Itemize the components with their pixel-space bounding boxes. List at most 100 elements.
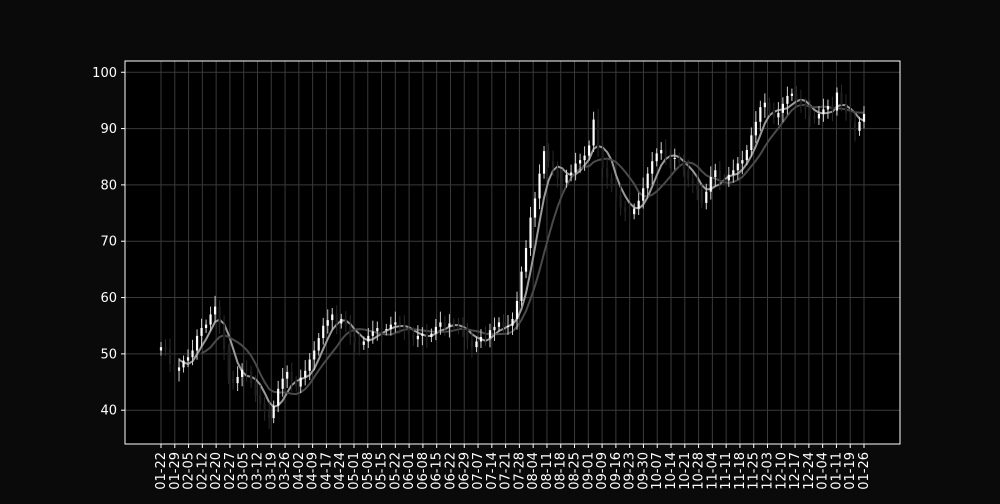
candle-body bbox=[353, 336, 356, 343]
x-tick-label: 03-19 bbox=[264, 452, 279, 490]
x-tick-label: 10-28 bbox=[692, 452, 707, 490]
x-tick-label: 08-18 bbox=[554, 452, 569, 490]
x-tick-label: 03-26 bbox=[278, 452, 293, 490]
candle-body bbox=[768, 102, 771, 111]
candle-body bbox=[673, 157, 676, 160]
candle-body bbox=[682, 162, 685, 171]
candle-body bbox=[457, 325, 460, 328]
x-tick-label: 02-20 bbox=[209, 452, 224, 490]
x-tick-label: 04-17 bbox=[319, 452, 334, 490]
x-tick-label: 06-15 bbox=[430, 452, 445, 490]
candle-body bbox=[808, 109, 812, 117]
candle-body bbox=[822, 109, 825, 114]
candle-body bbox=[322, 325, 325, 339]
candle-body bbox=[502, 322, 505, 327]
candle-body bbox=[678, 157, 681, 163]
x-tick-label: 10-07 bbox=[650, 452, 665, 490]
x-tick-label: 06-08 bbox=[416, 452, 431, 490]
candle-body bbox=[376, 327, 379, 332]
x-tick-label: 06-22 bbox=[443, 452, 458, 490]
candle-body bbox=[227, 349, 230, 379]
candle-body bbox=[461, 327, 465, 330]
candle-body bbox=[547, 151, 550, 162]
candle-body bbox=[642, 188, 645, 201]
candle-body bbox=[394, 322, 397, 325]
candle-body bbox=[831, 106, 834, 111]
candle-body bbox=[236, 376, 239, 384]
candle-body bbox=[204, 324, 208, 328]
candle-body bbox=[551, 161, 555, 169]
candle-body bbox=[385, 329, 388, 331]
x-tick-label: 06-29 bbox=[457, 452, 472, 490]
x-tick-label: 12-24 bbox=[802, 452, 817, 490]
candle-body bbox=[515, 300, 519, 319]
candle-body bbox=[624, 207, 627, 212]
candle-body bbox=[506, 325, 510, 327]
candle-body bbox=[493, 326, 496, 331]
candle-body bbox=[272, 405, 275, 419]
candle-body bbox=[209, 314, 212, 325]
candle-body bbox=[709, 177, 712, 192]
candle-body bbox=[655, 153, 658, 162]
candle-body bbox=[277, 388, 280, 406]
x-tick-label: 06-01 bbox=[402, 452, 417, 490]
candle-body bbox=[326, 320, 329, 326]
x-tick-label: 04-02 bbox=[292, 452, 307, 490]
candle-body bbox=[578, 160, 582, 164]
candle-body bbox=[213, 306, 217, 315]
candle-body bbox=[637, 200, 640, 209]
candle-body bbox=[660, 149, 663, 154]
candle-body bbox=[403, 324, 406, 330]
candle-body bbox=[804, 104, 807, 110]
candle-body bbox=[853, 122, 857, 131]
x-tick-label: 12-17 bbox=[788, 452, 803, 490]
candle-body bbox=[569, 172, 573, 175]
y-tick-label: 90 bbox=[100, 122, 117, 137]
candle-body bbox=[164, 347, 167, 350]
x-tick-label: 09-01 bbox=[581, 452, 596, 490]
candle-body bbox=[610, 178, 613, 188]
x-tick-label: 02-12 bbox=[195, 452, 210, 490]
moving-average-line-long bbox=[201, 103, 864, 396]
candle-body bbox=[574, 163, 577, 173]
candle-body bbox=[736, 163, 739, 171]
x-tick-label: 09-23 bbox=[623, 452, 638, 490]
candle-body bbox=[313, 350, 316, 360]
moving-average-layer bbox=[178, 98, 865, 408]
x-tick-label: 11-11 bbox=[719, 452, 734, 490]
moving-average-line-short bbox=[178, 98, 865, 408]
candle-body bbox=[826, 106, 830, 110]
x-tick-label: 01-11 bbox=[829, 452, 844, 490]
candle-body bbox=[687, 170, 690, 180]
candle-body bbox=[344, 318, 347, 326]
x-tick-label: 08-11 bbox=[540, 452, 555, 490]
y-tick-label: 70 bbox=[100, 235, 117, 250]
candle-body bbox=[542, 151, 546, 174]
candle-body bbox=[371, 331, 374, 336]
candle-body bbox=[407, 329, 410, 335]
candle-body bbox=[479, 336, 483, 342]
x-tick-label: 08-25 bbox=[568, 452, 583, 490]
candle-body bbox=[615, 187, 618, 196]
x-tick-label: 09-16 bbox=[609, 452, 624, 490]
candle-body bbox=[799, 100, 803, 105]
candle-body bbox=[245, 369, 248, 371]
candle-body bbox=[745, 149, 748, 161]
candle-body bbox=[714, 170, 717, 178]
x-tick-label: 10-21 bbox=[678, 452, 693, 490]
x-tick-label: 05-01 bbox=[347, 452, 362, 490]
candle-body bbox=[340, 318, 343, 324]
candle-body bbox=[844, 104, 848, 113]
x-tick-label: 12-03 bbox=[761, 452, 776, 490]
candle-body bbox=[669, 156, 672, 160]
candle-body bbox=[281, 378, 284, 389]
x-tick-label: 03-12 bbox=[250, 452, 265, 490]
candle-body bbox=[835, 92, 839, 111]
candle-body bbox=[299, 377, 302, 387]
candle-body bbox=[718, 170, 721, 180]
candle-body bbox=[817, 113, 821, 119]
x-tick-label: 09-30 bbox=[636, 452, 651, 490]
candle-body bbox=[331, 314, 334, 321]
x-tick-label: 04-09 bbox=[306, 452, 321, 490]
